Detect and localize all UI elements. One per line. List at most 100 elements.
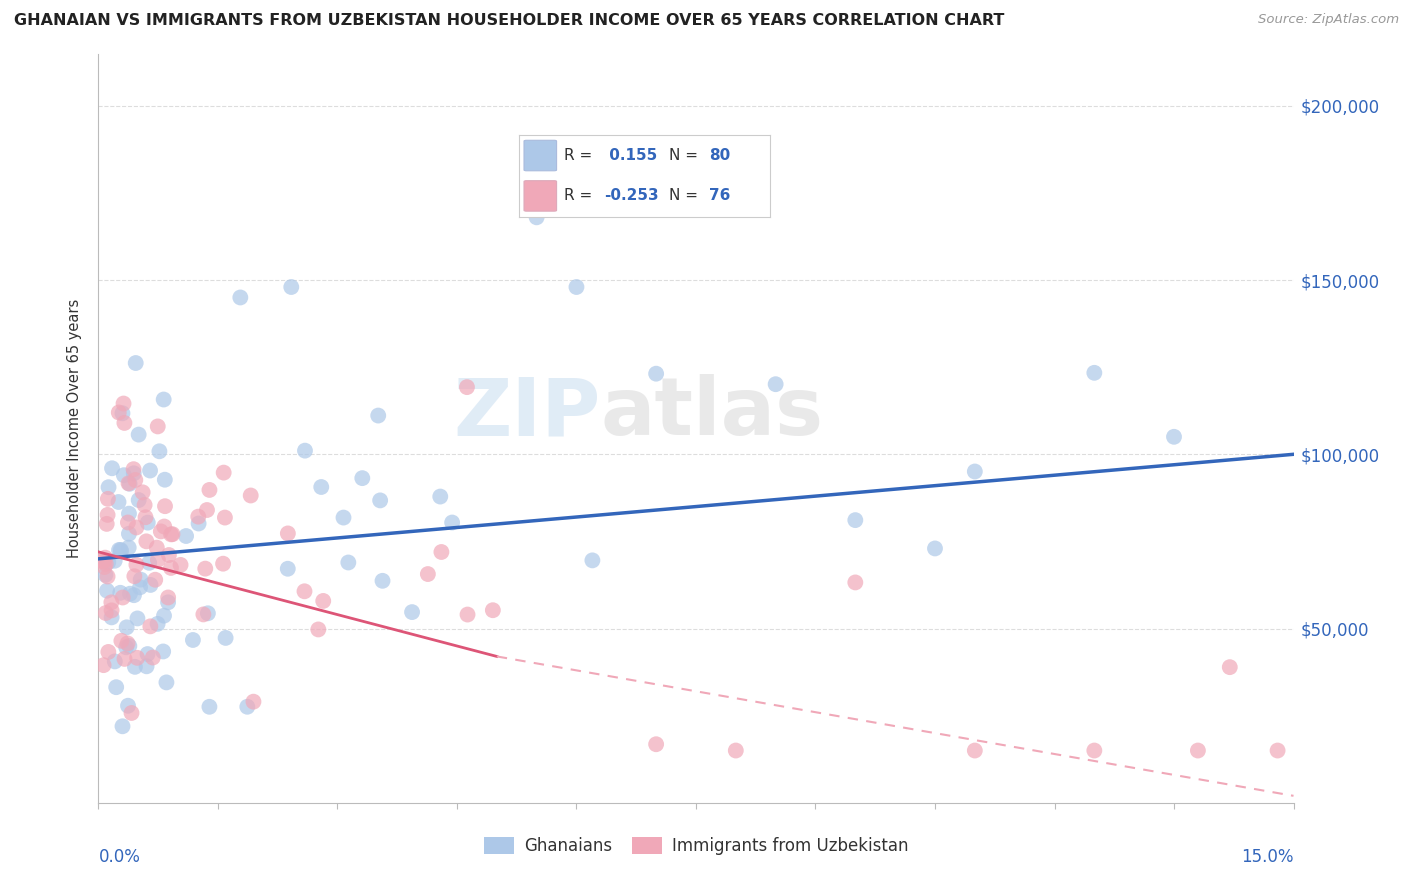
Text: 0.0%: 0.0% bbox=[98, 847, 141, 866]
Point bbox=[101, 461, 124, 475]
Point bbox=[1163, 430, 1185, 444]
Point bbox=[97, 569, 120, 583]
Point bbox=[94, 606, 117, 620]
Point bbox=[214, 510, 236, 524]
Point bbox=[198, 699, 221, 714]
Point bbox=[118, 587, 141, 601]
Point bbox=[844, 513, 866, 527]
Text: atlas: atlas bbox=[600, 374, 824, 452]
Point bbox=[152, 392, 174, 407]
Point bbox=[193, 607, 215, 622]
Point bbox=[138, 556, 160, 570]
Point bbox=[312, 594, 335, 608]
Text: N =: N = bbox=[669, 188, 703, 203]
Point bbox=[136, 647, 159, 661]
Point bbox=[332, 510, 354, 524]
Text: 0.155: 0.155 bbox=[605, 147, 658, 162]
Point bbox=[416, 567, 439, 582]
Point bbox=[309, 480, 332, 494]
Point bbox=[136, 516, 159, 530]
Point bbox=[229, 290, 252, 304]
Point bbox=[112, 416, 135, 430]
Point bbox=[135, 659, 157, 673]
Point bbox=[430, 545, 453, 559]
Point bbox=[127, 650, 149, 665]
Point bbox=[118, 476, 141, 491]
Point bbox=[174, 529, 197, 543]
Point bbox=[110, 586, 132, 600]
Point bbox=[236, 699, 259, 714]
Point bbox=[1267, 743, 1289, 757]
Point bbox=[114, 652, 136, 666]
Point bbox=[134, 510, 156, 524]
Point bbox=[104, 654, 127, 668]
Point bbox=[122, 588, 145, 602]
Point bbox=[97, 508, 120, 522]
Point bbox=[963, 465, 986, 479]
Point bbox=[131, 485, 153, 500]
Point bbox=[194, 561, 217, 575]
Text: 76: 76 bbox=[710, 188, 731, 203]
Point bbox=[146, 419, 169, 434]
Point bbox=[152, 644, 174, 658]
Point bbox=[104, 554, 127, 568]
Point bbox=[157, 595, 180, 609]
Point bbox=[1219, 660, 1241, 674]
Point bbox=[307, 623, 329, 637]
Point bbox=[100, 610, 122, 624]
Point bbox=[337, 556, 360, 570]
Point bbox=[963, 743, 986, 757]
Point bbox=[134, 498, 156, 512]
Point bbox=[844, 575, 866, 590]
Point bbox=[367, 409, 389, 423]
Point bbox=[368, 493, 391, 508]
Point bbox=[125, 558, 148, 572]
Point bbox=[110, 544, 132, 558]
Point bbox=[645, 737, 668, 751]
Point bbox=[125, 520, 148, 534]
Point bbox=[94, 567, 117, 582]
Point bbox=[111, 719, 134, 733]
Point bbox=[96, 516, 118, 531]
Point bbox=[212, 557, 235, 571]
Point bbox=[117, 476, 139, 491]
Point bbox=[456, 380, 478, 394]
Point bbox=[214, 631, 236, 645]
FancyBboxPatch shape bbox=[524, 140, 557, 170]
Point bbox=[765, 377, 787, 392]
Text: R =: R = bbox=[564, 147, 598, 162]
Y-axis label: Householder Income Over 65 years: Householder Income Over 65 years bbox=[67, 299, 83, 558]
Point bbox=[142, 650, 165, 665]
Point bbox=[121, 706, 143, 720]
Point bbox=[91, 554, 114, 568]
Point bbox=[155, 675, 177, 690]
Point bbox=[153, 473, 176, 487]
Point bbox=[112, 468, 135, 483]
FancyBboxPatch shape bbox=[524, 181, 557, 211]
Point bbox=[100, 603, 122, 617]
Point bbox=[135, 534, 157, 549]
Point bbox=[1083, 743, 1105, 757]
Point bbox=[724, 743, 747, 757]
Point bbox=[153, 519, 176, 533]
Point bbox=[107, 495, 129, 509]
Point bbox=[96, 583, 118, 598]
Point bbox=[97, 555, 120, 569]
Point bbox=[139, 619, 162, 633]
Point bbox=[924, 541, 946, 556]
Point bbox=[146, 616, 169, 631]
Point bbox=[124, 473, 146, 487]
Point bbox=[162, 527, 184, 541]
Point bbox=[149, 524, 172, 539]
Point bbox=[645, 367, 668, 381]
Text: -0.253: -0.253 bbox=[605, 188, 659, 203]
Point bbox=[160, 527, 183, 541]
Point bbox=[1187, 743, 1209, 757]
Text: R =: R = bbox=[564, 188, 598, 203]
Point bbox=[457, 607, 479, 622]
Point bbox=[294, 584, 316, 599]
Text: 15.0%: 15.0% bbox=[1241, 847, 1294, 866]
Point bbox=[129, 580, 152, 594]
Point bbox=[242, 695, 264, 709]
Point bbox=[110, 542, 132, 557]
